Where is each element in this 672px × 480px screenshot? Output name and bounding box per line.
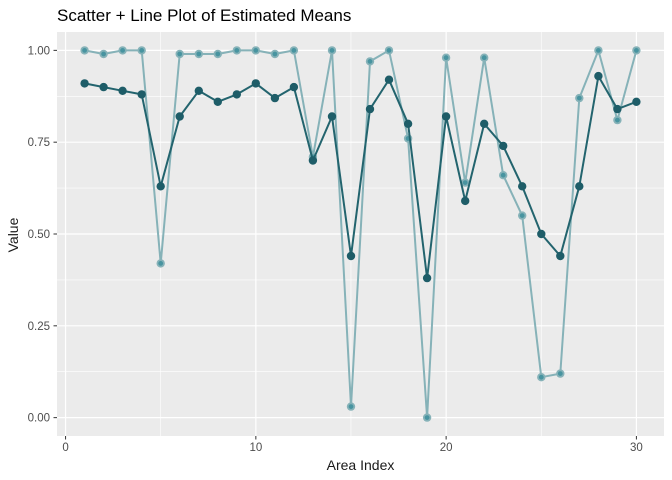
dark-teal-series-points <box>80 71 641 283</box>
tick-labels: 0 10 20 30 0.00 0.25 0.50 0.75 1.00 <box>28 45 643 454</box>
dark-teal-series-point <box>118 86 127 95</box>
y-tick-label: 0.25 <box>28 321 50 333</box>
axis-ticks <box>53 49 637 440</box>
x-tick-label: 0 <box>62 442 68 454</box>
dark-teal-series-point <box>613 104 622 114</box>
chart-title: Scatter + Line Plot of Estimated Means <box>57 6 352 25</box>
light-teal-series-points <box>80 46 641 422</box>
light-teal-series-point <box>80 46 89 55</box>
dark-teal-series-point <box>156 182 165 191</box>
light-teal-series-point <box>537 373 546 382</box>
light-teal-series-point <box>594 46 603 55</box>
light-teal-series-point <box>461 178 470 187</box>
x-tick-label: 20 <box>440 442 453 454</box>
light-teal-series-point <box>232 46 241 55</box>
dark-teal-series-point <box>232 90 241 99</box>
dark-teal-series-point <box>327 112 337 121</box>
dark-teal-series-point <box>289 82 299 92</box>
dark-teal-series-point <box>575 182 584 191</box>
light-teal-series-point <box>99 49 108 59</box>
y-tick-label: 0.50 <box>28 229 50 241</box>
dark-teal-series-point <box>422 273 432 283</box>
light-teal-series-point <box>346 402 356 411</box>
dark-teal-series-point <box>441 112 451 121</box>
light-teal-series-point <box>422 413 432 422</box>
dark-teal-series-point <box>137 90 146 99</box>
light-teal-series-point <box>365 57 375 66</box>
light-teal-series-point <box>384 46 394 55</box>
x-tick-label: 10 <box>249 442 262 454</box>
light-teal-series-point <box>194 49 203 59</box>
light-teal-series-point <box>289 46 299 55</box>
dark-teal-series-point <box>175 112 184 121</box>
dark-teal-series-point <box>499 141 508 151</box>
x-tick-label: 30 <box>630 442 643 454</box>
y-tick-label: 0.75 <box>28 137 50 149</box>
light-teal-series-point <box>251 46 260 55</box>
light-teal-series-point <box>118 46 127 55</box>
light-teal-series-point <box>270 49 280 59</box>
dark-teal-series-point <box>308 156 318 165</box>
dark-teal-series-point <box>365 104 375 114</box>
y-tick-label: 0.00 <box>28 413 50 425</box>
light-teal-series-point <box>327 46 337 55</box>
light-teal-series-point <box>518 211 527 220</box>
dark-teal-series-point <box>461 196 470 206</box>
dark-teal-series-point <box>384 75 394 84</box>
dark-teal-series-point <box>556 251 565 261</box>
dark-teal-series-point <box>632 97 641 106</box>
light-teal-series-point <box>632 46 641 55</box>
light-teal-series-point <box>575 93 584 103</box>
light-teal-series-point <box>556 369 565 378</box>
dark-teal-series-point <box>194 86 203 95</box>
dark-teal-series-point <box>99 82 108 92</box>
light-teal-series-point <box>480 53 489 62</box>
light-teal-series-point <box>441 53 451 62</box>
light-teal-series-point <box>175 49 184 59</box>
y-tick-label: 1.00 <box>28 45 50 57</box>
x-axis-title: Area Index <box>326 457 395 473</box>
light-teal-series-point <box>499 170 508 180</box>
light-teal-series-point <box>213 49 222 59</box>
dark-teal-series-point <box>251 79 260 88</box>
light-teal-series-point <box>613 115 622 125</box>
dark-teal-series-line <box>83 75 638 280</box>
dark-teal-series-point <box>518 182 527 191</box>
dark-teal-series-point <box>594 71 603 81</box>
light-teal-series-point <box>137 46 146 55</box>
dark-teal-series-point <box>346 251 356 261</box>
dark-teal-series-point <box>270 93 280 103</box>
y-axis-title: Value <box>5 217 21 253</box>
dark-teal-series-point <box>403 119 413 128</box>
dark-teal-series-point <box>213 97 222 106</box>
dark-teal-series-point <box>537 229 546 239</box>
dark-teal-series-point <box>80 79 89 88</box>
dark-teal-series-point <box>480 119 489 128</box>
light-teal-series-point <box>156 259 165 268</box>
